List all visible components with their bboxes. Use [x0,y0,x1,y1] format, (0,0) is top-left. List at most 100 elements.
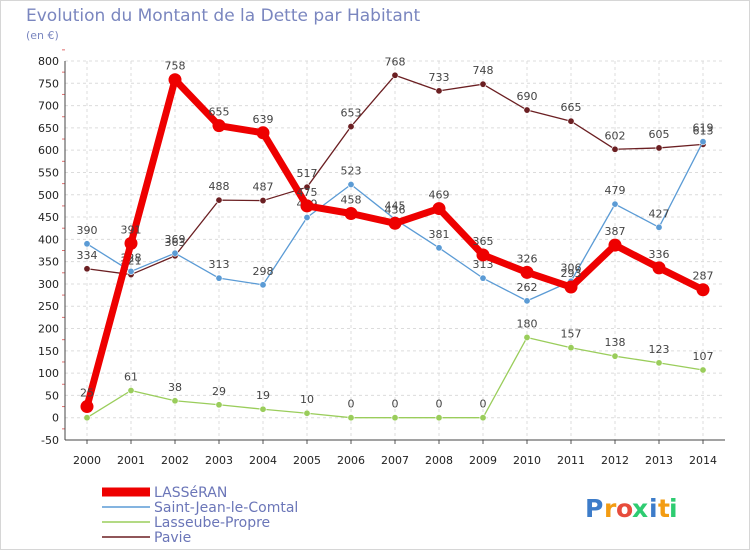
data-label: 0 [348,398,355,411]
data-point [655,144,663,152]
y-tick-label: 150 [38,345,59,358]
data-label: 262 [517,281,538,294]
data-label: 369 [165,233,186,246]
data-point [523,106,531,114]
data-point [391,71,399,79]
x-tick-label: 2012 [601,454,629,467]
data-label: 19 [256,389,270,402]
data-label: 479 [605,184,626,197]
chart-title: Evolution du Montant de la Dette par Hab… [26,6,421,26]
data-label: 665 [561,101,582,114]
plot-area: -500501001502002503003504004505005506006… [38,49,725,467]
data-label: 25 [80,387,94,400]
data-point [696,283,710,297]
data-label: 458 [341,193,362,206]
legend-item: Pavie [154,530,191,546]
data-point [83,265,91,273]
data-point [303,214,311,222]
data-label: 748 [473,64,494,77]
data-label: 517 [297,167,318,180]
data-point [699,366,707,374]
data-label: 365 [473,235,494,248]
data-point [215,274,223,282]
data-point [347,123,355,131]
data-point [652,261,666,275]
data-point [171,249,179,257]
data-point [124,236,138,250]
data-point [215,401,223,409]
data-label: 619 [693,122,714,135]
data-point [215,196,223,204]
data-point [259,405,267,413]
data-point [567,344,575,352]
legend-item: LASSéRAN [154,485,227,501]
logo-letter: r [604,494,617,523]
y-tick-label: 200 [38,323,59,336]
data-point [344,206,358,220]
y-tick-label: 700 [38,100,59,113]
logo-letter: i [669,494,678,523]
data-point [80,400,94,414]
y-tick-label: 350 [38,256,59,269]
x-tick-label: 2014 [689,454,717,467]
data-label: 427 [649,207,670,220]
x-tick-label: 2007 [381,454,409,467]
data-label: 287 [693,270,714,283]
x-tick-label: 2003 [205,454,233,467]
x-tick-label: 2000 [73,454,101,467]
data-label: 306 [561,261,582,274]
data-point [479,80,487,88]
x-tick-label: 2002 [161,454,189,467]
data-label: 469 [429,189,450,202]
y-tick-label: 600 [38,144,59,157]
data-label: 475 [297,186,318,199]
data-point [655,223,663,231]
y-tick-label: 0 [52,412,59,425]
data-point [611,145,619,153]
data-label: 61 [124,371,138,384]
data-label: 10 [300,393,314,406]
y-tick-label: 750 [38,77,59,90]
data-point [303,409,311,417]
data-label: 0 [480,398,487,411]
y-tick-label: 550 [38,166,59,179]
data-point [388,216,402,230]
data-label: 639 [253,113,274,126]
data-label: 391 [121,223,142,236]
logo-letter: x [632,494,648,523]
data-point [347,414,355,422]
data-label: 336 [649,248,670,261]
data-label: 29 [212,385,226,398]
data-label: 157 [561,328,582,341]
data-point [520,265,534,279]
data-label: 613 [693,124,714,137]
y-tick-label: 300 [38,278,59,291]
data-label: 390 [77,224,98,237]
x-tick-label: 2005 [293,454,321,467]
series-lasseube-propre: 061382919100000180157138123107 [84,317,714,422]
data-label: 0 [392,398,399,411]
y-tick-label: 50 [45,389,59,402]
data-point [479,414,487,422]
data-point [212,119,226,133]
data-point [127,267,135,275]
data-point [435,87,443,95]
data-point [168,73,182,87]
y-tick-label: 500 [38,189,59,202]
data-label: 655 [209,106,230,119]
data-label: 445 [385,199,406,212]
y-tick-label: 650 [38,122,59,135]
x-tick-label: 2009 [469,454,497,467]
y-tick-label: 250 [38,300,59,313]
data-label: 653 [341,107,362,120]
logo-letter: t [658,494,670,523]
data-point [347,181,355,189]
x-tick-label: 2013 [645,454,673,467]
x-tick-label: 2010 [513,454,541,467]
data-label: 107 [693,350,714,363]
logo-letter: o [616,494,633,523]
data-label: 733 [429,71,450,84]
data-label: 313 [473,258,494,271]
